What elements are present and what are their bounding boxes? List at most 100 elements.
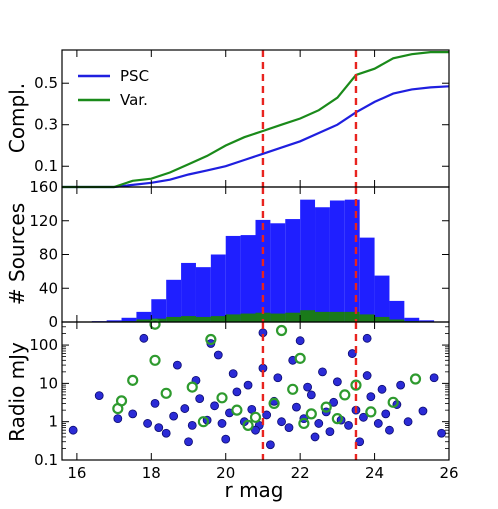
scatter-point-var — [294, 352, 306, 364]
x-tick-label: 20 — [216, 464, 235, 482]
x-tick-label: 18 — [142, 464, 161, 482]
histogram-bar — [300, 310, 316, 322]
scatter-point-psc — [187, 421, 197, 430]
scatter-point-psc — [228, 369, 238, 378]
scatter-point-psc — [332, 377, 342, 387]
scatter-point-psc — [295, 336, 305, 346]
scatter-point-psc — [128, 409, 138, 419]
scatter-point-psc — [344, 421, 353, 430]
histogram-panel: 0 40 80 120 160 # Sources — [5, 178, 450, 331]
histogram-bar — [255, 219, 271, 322]
scatter-point-psc — [381, 409, 391, 419]
x-tick-label: 26 — [439, 464, 458, 482]
scatter-point-var — [231, 404, 243, 416]
histogram-bar — [225, 314, 241, 322]
scatter-point-var — [387, 396, 399, 408]
scatter-point-psc — [377, 384, 387, 394]
scatter-point-var — [216, 392, 228, 404]
histogram-bar — [285, 312, 301, 322]
y-tick-label: 1 — [48, 413, 58, 431]
scatter-point-psc — [306, 390, 316, 400]
scatter-point-var — [409, 373, 422, 385]
histogram-bar — [270, 223, 286, 322]
histogram-bar — [270, 313, 286, 322]
scatter-point-psc — [277, 417, 286, 427]
scatter-point-psc — [94, 391, 104, 400]
histogram-bar — [344, 199, 360, 322]
completeness-plot-area: 0.1 0.3 0.5 — [34, 49, 450, 189]
scatter-point-psc — [143, 419, 152, 428]
y-tick-label: 0.1 — [34, 451, 58, 469]
scatter-point-psc — [161, 428, 171, 438]
scatter-point-psc — [329, 397, 339, 407]
x-tick-label: 22 — [291, 464, 310, 482]
scatter-point-psc — [169, 411, 179, 421]
series-line-1 — [62, 51, 449, 189]
scatter-point-var — [127, 374, 139, 386]
scatter-point-psc — [154, 423, 164, 433]
scatter-point-psc — [318, 367, 327, 377]
scatter-point-psc — [284, 423, 294, 433]
histogram-bar — [374, 316, 390, 322]
scatter-point-psc — [437, 428, 446, 438]
scatter-point-var — [205, 333, 217, 346]
scatter-point-psc — [217, 419, 227, 428]
scatter-point-var — [112, 402, 124, 415]
histogram-bar — [419, 320, 435, 322]
legend-psc-label: PSC — [120, 67, 149, 85]
y-tick-label: 0.3 — [34, 116, 58, 134]
scatter-point-psc — [310, 432, 320, 442]
scatter-point-psc — [243, 380, 253, 390]
histogram-bar — [315, 311, 330, 322]
histogram-bar — [210, 254, 226, 322]
scatter-point-psc — [251, 425, 260, 435]
scatter-point-psc — [68, 425, 78, 435]
scatter-point-var — [242, 419, 254, 432]
legend-var-label: Var. — [120, 91, 148, 109]
radio-plot-area: 0.1 1 10 100 16 18 20 22 24 26 — [29, 318, 459, 482]
scatter-point-psc — [325, 427, 335, 437]
histogram-bar — [285, 219, 301, 322]
histogram-bar — [166, 316, 182, 322]
y-tick-label: 80 — [39, 246, 58, 264]
scatter-point-psc — [172, 360, 182, 370]
scatter-point-psc — [273, 373, 283, 383]
radio-xlabel: r mag — [224, 478, 283, 502]
scatter-point-var — [350, 379, 362, 391]
y-tick-label: 160 — [29, 178, 58, 196]
histogram-bar — [374, 275, 390, 322]
histogram-bar — [359, 237, 375, 322]
scatter-point-psc — [139, 333, 149, 343]
scatter-point-psc — [213, 350, 223, 360]
scatter-point-psc — [314, 419, 324, 428]
scatter-point-psc — [403, 417, 413, 427]
histogram-bar — [329, 311, 345, 322]
scatter-point-var — [149, 318, 161, 330]
y-tick-label: 0.5 — [34, 74, 58, 92]
histogram-bar — [181, 262, 196, 322]
scatter-point-psc — [429, 373, 439, 383]
histogram-bar — [195, 267, 211, 322]
scatter-point-var — [320, 401, 332, 413]
scatter-point-var — [305, 408, 317, 420]
completeness-panel: 0.1 0.3 0.5 Compl. — [5, 49, 450, 189]
scatter-point-var — [365, 406, 377, 418]
scatter-point-psc — [221, 434, 231, 444]
histogram-bar — [315, 207, 330, 322]
histogram-bar — [136, 319, 152, 322]
panel-frame — [61, 321, 450, 461]
histogram-bar — [195, 316, 211, 322]
scatter-point-var — [186, 381, 198, 393]
histogram-bar — [329, 200, 345, 322]
histogram-bar — [389, 300, 405, 322]
scatter-point-var — [249, 411, 262, 423]
scatter-point-psc — [359, 412, 368, 422]
scatter-point-psc — [113, 414, 123, 424]
completeness-ylabel: Compl. — [5, 83, 29, 153]
scatter-point-psc — [362, 371, 372, 380]
histogram-bar — [151, 299, 167, 322]
histogram-bar — [166, 279, 182, 322]
histogram-bar — [181, 316, 196, 322]
histogram-bar — [240, 313, 256, 322]
